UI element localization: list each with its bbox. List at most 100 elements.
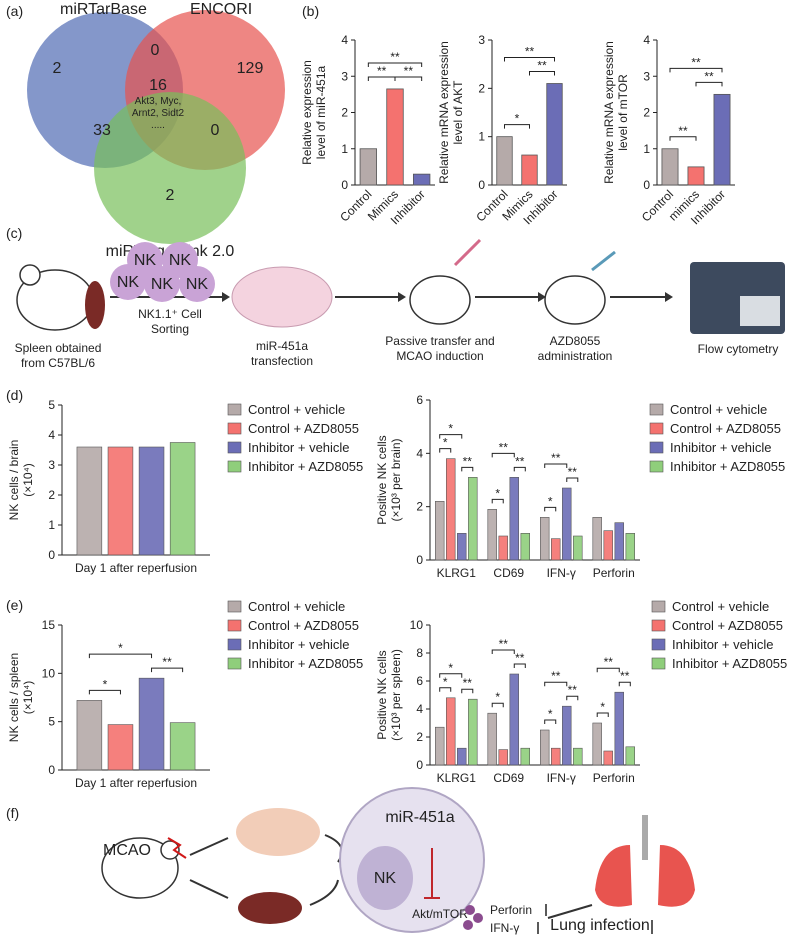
bar: [457, 747, 467, 766]
sig-bracket: [544, 681, 568, 687]
sig-label: *: [448, 661, 453, 675]
sig-bracket: [669, 67, 723, 73]
sig-label: **: [515, 454, 525, 468]
legend-swatch: [649, 441, 664, 454]
arrow-head: [538, 292, 546, 302]
x-tick-label: CD69: [493, 566, 524, 580]
venn-gene: Arnt2, Sidt2: [132, 108, 185, 119]
y-tick-label: 3: [341, 69, 348, 83]
panel-label: (f): [6, 805, 19, 821]
legend-label: Inhibitor + AZD8055: [672, 656, 787, 671]
bar: [386, 88, 404, 186]
mech-label: Perforin: [490, 903, 532, 917]
y-axis-label: level of miR-451a: [314, 65, 328, 159]
venn-count: 0: [151, 42, 160, 59]
x-tick-label: KLRG1: [437, 771, 477, 785]
sig-bracket: [513, 466, 526, 472]
spleen-icon: [85, 281, 105, 329]
mech-label: Akt/mTOR: [412, 907, 468, 921]
nk-cluster: NK NK NK NK NK: [110, 242, 215, 302]
y-axis-label: NK cells / brain: [7, 440, 21, 521]
y-axis-label: Relative mRNA expression: [602, 41, 616, 184]
panel-label: (d): [6, 387, 23, 403]
bar: [520, 533, 530, 561]
legend-swatch: [227, 600, 242, 613]
y-tick-label: 2: [643, 106, 650, 120]
sig-label: *: [103, 677, 108, 691]
y-axis-label: level of AKT: [451, 80, 465, 145]
bar: [468, 477, 478, 561]
panel-label: (a): [6, 3, 23, 19]
y-tick-label: 0: [416, 553, 423, 567]
bar: [687, 166, 705, 186]
sig-bracket: [394, 76, 423, 81]
legend-swatch: [227, 422, 242, 435]
step-label: transfection: [251, 354, 313, 368]
bar: [487, 509, 497, 561]
bar: [546, 83, 563, 186]
legend-swatch: [649, 422, 664, 435]
y-tick-label: 4: [643, 33, 650, 47]
legend-swatch: [649, 460, 664, 473]
legend-swatch: [651, 657, 666, 670]
sig-bracket: [544, 719, 557, 724]
bar: [614, 522, 624, 561]
venn: miRTarBase ENCORI miRTargetLink 2.0 2 0 …: [27, 1, 285, 260]
sig-bracket: [491, 649, 515, 654]
y-axis-label: (×10³ per spleen): [389, 649, 403, 741]
sig-label: *: [495, 486, 500, 500]
legend-swatch: [227, 403, 242, 416]
bar: [446, 697, 456, 766]
sig-label: **: [568, 683, 578, 697]
x-tick-label: IFN-γ: [547, 771, 576, 785]
arrow: [189, 837, 229, 856]
syringe: [591, 250, 616, 272]
bar: [603, 750, 613, 766]
brain-icon: [236, 808, 320, 856]
sig-bracket: [513, 663, 526, 668]
arrow-head: [222, 292, 230, 302]
x-tick-label: Day 1 after reperfusion: [75, 776, 197, 790]
bar: [520, 747, 530, 766]
y-tick-label: 15: [42, 618, 56, 632]
sig-label: *: [495, 690, 500, 704]
x-tick-label: Perforin: [593, 566, 635, 580]
arrow-head: [398, 292, 406, 302]
bar: [521, 154, 538, 186]
step-label: Passive transfer and: [385, 334, 494, 348]
y-tick-label: 0: [48, 548, 55, 562]
venn-count: 129: [237, 60, 264, 77]
bar: [446, 458, 456, 561]
bar: [540, 729, 550, 766]
mechanism: MCAO NK miR-451a Akt/mTOR Perforin IFN-γ…: [101, 787, 695, 935]
legend-label: Inhibitor + vehicle: [672, 637, 774, 652]
sig-bracket: [566, 477, 579, 482]
sig-label: **: [678, 124, 688, 138]
y-tick-label: 2: [416, 500, 423, 514]
sig-label: *: [548, 707, 553, 721]
bar: [169, 442, 196, 556]
sig-bracket: [88, 653, 153, 659]
legend-swatch: [651, 600, 666, 613]
legend-swatch: [227, 441, 242, 454]
sig-bracket: [544, 506, 557, 512]
mouse-ear: [19, 264, 41, 286]
venn-gene: Akt3, Myc,: [135, 96, 182, 107]
step-label: NK1.1⁺ Cell: [138, 307, 202, 321]
bar: [603, 530, 613, 561]
sig-bracket: [544, 463, 568, 468]
bar: [138, 677, 165, 771]
sig-label: **: [515, 651, 525, 665]
sig-label: *: [448, 422, 453, 436]
y-tick-label: 0: [416, 758, 423, 772]
y-tick-label: 1: [341, 142, 348, 156]
nk-label: NK: [186, 276, 209, 293]
venn-count: 16: [149, 77, 167, 94]
arrow: [189, 879, 229, 899]
mech-label: Lung infection: [550, 917, 650, 934]
bar: [509, 673, 519, 766]
bar: [435, 726, 445, 766]
sig-bracket: [151, 667, 184, 673]
granule: [463, 920, 473, 930]
y-tick-label: 3: [643, 69, 650, 83]
